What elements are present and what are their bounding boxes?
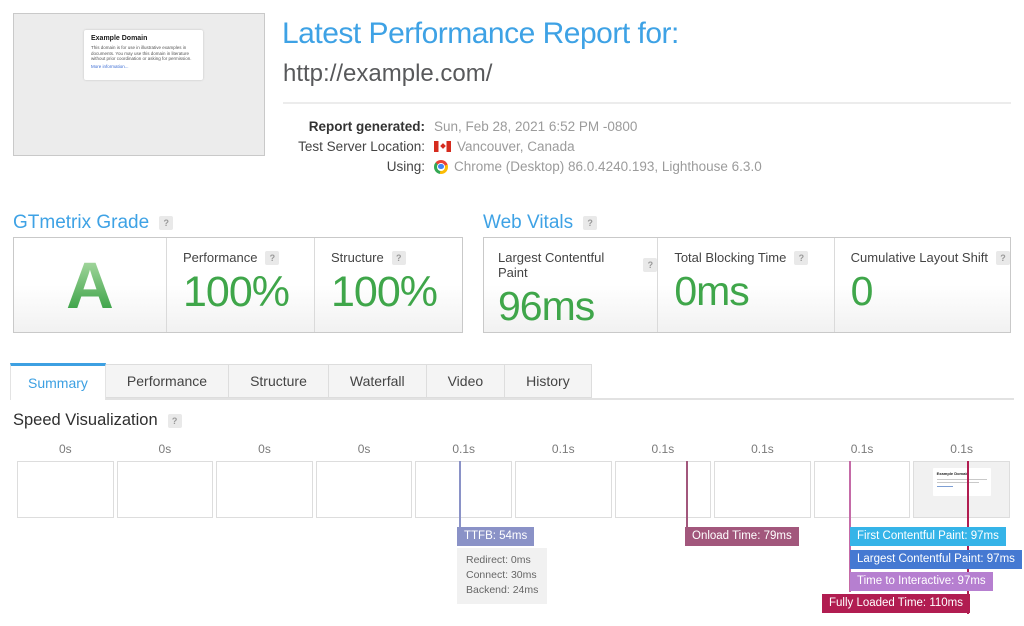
tab-performance[interactable]: Performance xyxy=(105,364,230,398)
speed-viz-heading: Speed Visualization ? xyxy=(13,411,182,430)
canada-flag-icon xyxy=(434,141,451,152)
filmstrip-frame-loaded: Example Domain xyxy=(913,461,1010,518)
help-icon[interactable]: ? xyxy=(159,216,174,230)
grade-box: A Performance ? 100% Structure ? 100% xyxy=(13,237,463,333)
help-icon[interactable]: ? xyxy=(995,250,1010,265)
thumbnail-link: More information... xyxy=(91,63,129,69)
metric-largest-contentful-paint: Largest Contentful Paint ? 96ms xyxy=(484,238,658,332)
tab-history[interactable]: History xyxy=(505,364,592,398)
grade-section-heading: GTmetrix Grade ? xyxy=(13,212,174,234)
ttfb-connect: Connect: 30ms xyxy=(466,569,537,581)
mini-text-line xyxy=(936,478,987,480)
report-url: http://example.com/ xyxy=(283,60,493,87)
metric-value: 100% xyxy=(183,268,290,316)
using-value: Chrome (Desktop) 86.0.4240.193, Lighthou… xyxy=(454,159,762,174)
filmstrip-frame xyxy=(714,461,811,518)
ttfb-marker-line xyxy=(459,461,461,528)
using-row: Using: Chrome (Desktop) 86.0.4240.193, L… xyxy=(283,159,762,174)
fully-loaded-label: Fully Loaded Time: 110ms xyxy=(821,594,970,613)
mini-text-line xyxy=(936,482,980,483)
thumbnail-body: This domain is for use in illustrative e… xyxy=(91,45,192,61)
page-screenshot-thumbnail: Example Domain This domain is for use in… xyxy=(13,13,265,156)
report-generated-row: Report generated: Sun, Feb 28, 2021 6:52… xyxy=(283,119,762,134)
metric-label: Performance xyxy=(183,250,258,265)
lcp-label: Largest Contentful Paint: 97ms xyxy=(850,550,1022,569)
tti-label: Time to Interactive: 97ms xyxy=(850,572,993,591)
metric-cumulative-layout-shift: Cumulative Layout Shift ? 0 xyxy=(833,238,1010,332)
timeline-ticks: 0s 0s 0s 0s 0.1s 0.1s 0.1s 0.1s 0.1s 0.1… xyxy=(17,442,1010,456)
filmstrip-frame xyxy=(17,461,114,518)
timeline-tick: 0.1s xyxy=(651,442,675,456)
server-location-value: Vancouver, Canada xyxy=(457,139,575,154)
help-icon[interactable]: ? xyxy=(265,250,280,265)
timeline-tick: 0s xyxy=(158,442,172,456)
metric-label: Largest Contentful Paint xyxy=(498,250,605,280)
thumbnail-heading: Example Domain xyxy=(91,35,148,42)
filmstrip-frame xyxy=(415,461,512,518)
filmstrip-frame xyxy=(813,461,911,518)
report-meta: Report generated: Sun, Feb 28, 2021 6:52… xyxy=(283,119,762,179)
help-icon[interactable]: ? xyxy=(643,258,658,272)
timeline-tick: 0s xyxy=(357,442,371,456)
metric-label: Cumulative Layout Shift xyxy=(850,250,988,265)
using-label: Using: xyxy=(386,159,425,174)
timeline-tick: 0s xyxy=(258,442,271,456)
filmstrip-frame xyxy=(216,461,313,518)
filmstrip-frame xyxy=(614,461,712,518)
onload-marker-line xyxy=(686,461,688,528)
timeline-tick: 0s xyxy=(58,442,72,456)
report-tabs: Summary Performance Structure Waterfall … xyxy=(10,363,1014,400)
tab-video[interactable]: Video xyxy=(426,364,506,398)
timeline-tick: 0.1s xyxy=(850,442,874,456)
help-icon[interactable]: ? xyxy=(167,413,182,428)
ttfb-redirect: Redirect: 0ms xyxy=(466,554,531,566)
grade-letter-cell: A xyxy=(14,238,166,332)
filmstrip-frame xyxy=(514,461,612,518)
page-title: Latest Performance Report for: xyxy=(282,17,679,50)
timeline-tick: 0.1s xyxy=(551,442,575,456)
ttfb-backend: Backend: 24ms xyxy=(466,584,539,596)
paint-marker-line xyxy=(849,461,851,592)
metric-value: 0 xyxy=(850,268,874,314)
example-page-preview: Example Domain This domain is for use in… xyxy=(84,30,203,80)
metric-value: 96ms xyxy=(498,283,595,329)
report-generated-value: Sun, Feb 28, 2021 6:52 PM -0800 xyxy=(434,119,638,134)
metric-performance: Performance ? 100% xyxy=(166,238,314,332)
tab-structure[interactable]: Structure xyxy=(229,364,329,398)
metric-value: 100% xyxy=(331,268,438,316)
onload-label: Onload Time: 79ms xyxy=(685,527,799,546)
ttfb-details: Redirect: 0ms Connect: 30ms Backend: 24m… xyxy=(457,548,548,604)
help-icon[interactable]: ? xyxy=(794,250,809,265)
mini-link-line xyxy=(936,485,953,487)
server-location-row: Test Server Location: Vancouver, Canada xyxy=(283,139,762,154)
fcp-label: First Contentful Paint: 97ms xyxy=(850,527,1006,546)
metric-total-blocking-time: Total Blocking Time ? 0ms xyxy=(657,238,833,332)
timeline-tick: 0.1s xyxy=(950,442,973,456)
help-icon[interactable]: ? xyxy=(583,216,598,230)
metric-label: Structure xyxy=(331,250,384,265)
filmstrip-frame xyxy=(116,461,214,518)
metric-structure: Structure ? 100% xyxy=(314,238,462,332)
mini-page-thumbnail: Example Domain xyxy=(932,468,991,496)
vitals-box: Largest Contentful Paint ? 96ms Total Bl… xyxy=(483,237,1011,333)
timeline-tick: 0.1s xyxy=(452,442,476,456)
tab-summary[interactable]: Summary xyxy=(10,363,106,400)
filmstrip: Example Domain xyxy=(17,461,1010,518)
ttfb-label: TTFB: 54ms xyxy=(457,527,535,546)
timeline-tick: 0.1s xyxy=(751,442,774,456)
report-generated-label: Report generated: xyxy=(308,119,425,134)
filmstrip-frame xyxy=(315,461,413,518)
header-divider xyxy=(283,102,1011,104)
metric-label: Total Blocking Time xyxy=(674,250,787,265)
tab-waterfall[interactable]: Waterfall xyxy=(328,364,427,398)
grade-letter: A xyxy=(66,248,114,322)
help-icon[interactable]: ? xyxy=(391,250,406,265)
metric-value: 0ms xyxy=(674,268,749,314)
server-location-label: Test Server Location: xyxy=(298,139,425,154)
chrome-icon xyxy=(434,159,448,174)
vitals-section-heading: Web Vitals ? xyxy=(483,212,598,234)
